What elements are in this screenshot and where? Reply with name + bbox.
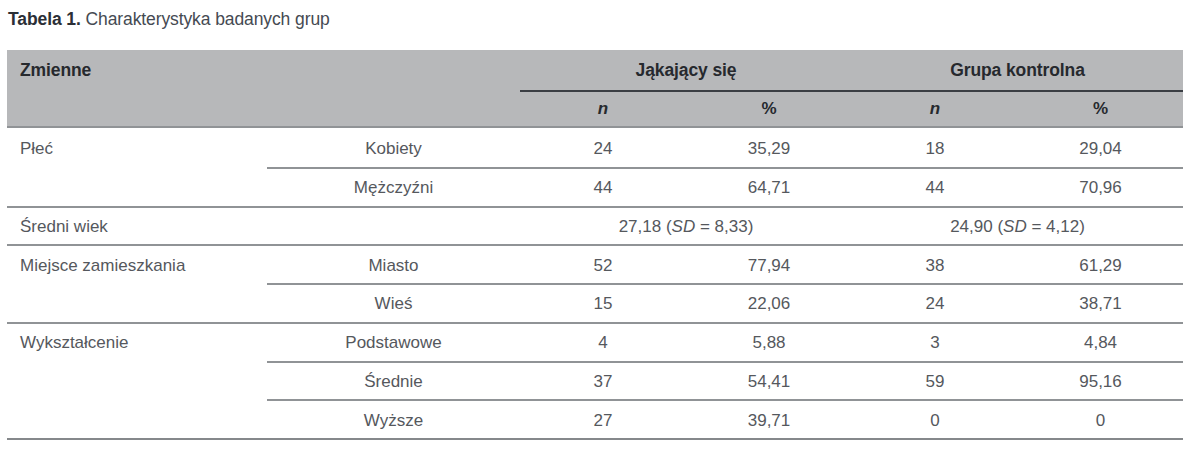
value-cell: 64,71 (686, 178, 852, 198)
value-cell: 77,94 (686, 256, 852, 276)
table-row: Średni wiek 27,18 (SD = 8,33)24,90 (SD = … (7, 208, 1183, 247)
value-cell: 37 (520, 372, 686, 392)
value-cell: 70,96 (1018, 178, 1183, 198)
value-cell: 52 (520, 256, 686, 276)
value-cell: 4 (520, 333, 686, 353)
table-header-subcols-row: n % n % (7, 92, 1183, 126)
value-cell: 39,71 (686, 411, 852, 431)
table-row: Wyższe2739,7100 (7, 401, 1183, 440)
value-cell: 0 (1018, 411, 1183, 431)
sd-label: SD (672, 217, 696, 236)
value-cell: 22,06 (686, 294, 852, 314)
subcol-n-group2: n (852, 99, 1018, 119)
value-cell: 61,29 (1018, 256, 1183, 276)
value-cell: 29,04 (1018, 139, 1183, 159)
value-cell: 0 (852, 411, 1018, 431)
group-header-control: Grupa kontrolna (852, 60, 1183, 81)
table-row: Mężczyźni4464,714470,96 (7, 169, 1183, 208)
sd-label: SD (1003, 217, 1027, 236)
row-subcategory-label: Miasto (267, 256, 520, 276)
value-cell: 44 (520, 178, 686, 198)
value-cell: 95,16 (1018, 372, 1183, 392)
row-subcategory-label: Mężczyźni (267, 178, 520, 198)
value-cell: 15 (520, 294, 686, 314)
value-cell: 35,29 (686, 139, 852, 159)
table-caption-number: Tabela 1. (8, 9, 81, 29)
value-cell: 24 (520, 139, 686, 159)
row-variable-label: Średni wiek (7, 217, 267, 237)
table-body: PłećKobiety2435,291829,04Mężczyźni4464,7… (7, 130, 1183, 440)
subcol-n-group1: n (520, 99, 686, 119)
group-header-stuttering: Jąkający się (520, 60, 852, 81)
row-subcategory-label: Kobiety (267, 139, 520, 159)
table-caption-text: Charakterystyka badanych grup (81, 9, 330, 29)
column-header-zmienne: Zmienne (7, 60, 520, 81)
paper-table-page: Tabela 1. Charakterystyka badanych grup … (0, 0, 1192, 454)
value-cell: 59 (852, 372, 1018, 392)
table-row: Wieś1522,062438,71 (7, 285, 1183, 324)
value-cell: 27 (520, 411, 686, 431)
value-cell: 38 (852, 256, 1018, 276)
row-variable-label: Płeć (7, 139, 267, 159)
row-subcategory-label: Wieś (267, 294, 520, 314)
table-row: PłećKobiety2435,291829,04 (7, 130, 1183, 169)
table-caption: Tabela 1. Charakterystyka badanych grup (8, 9, 330, 30)
table-row: WykształceniePodstawowe45,8834,84 (7, 324, 1183, 363)
table-row: Miejsce zamieszkaniaMiasto5277,943861,29 (7, 246, 1183, 285)
subcol-percent-group2: % (1018, 99, 1183, 119)
spanned-value-cell: 27,18 (SD = 8,33) (520, 217, 852, 237)
spanned-value-cell: 24,90 (SD = 4,12) (852, 217, 1183, 237)
value-cell: 5,88 (686, 333, 852, 353)
row-divider-line (7, 438, 1183, 440)
table-header: Zmienne Jąkający się Grupa kontrolna n %… (7, 50, 1183, 128)
value-cell: 24 (852, 294, 1018, 314)
row-variable-label: Wykształcenie (7, 333, 267, 353)
table-row: Średnie3754,415995,16 (7, 363, 1183, 402)
value-cell: 54,41 (686, 372, 852, 392)
table-header-groups-row: Zmienne Jąkający się Grupa kontrolna (7, 50, 1183, 90)
value-cell: 44 (852, 178, 1018, 198)
row-subcategory-label: Podstawowe (267, 333, 520, 353)
value-cell: 38,71 (1018, 294, 1183, 314)
value-cell: 18 (852, 139, 1018, 159)
row-variable-label: Miejsce zamieszkania (7, 256, 267, 276)
value-cell: 3 (852, 333, 1018, 353)
row-subcategory-label: Wyższe (267, 411, 520, 431)
row-subcategory-label: Średnie (267, 372, 520, 392)
value-cell: 4,84 (1018, 333, 1183, 353)
subcol-percent-group1: % (686, 99, 852, 119)
